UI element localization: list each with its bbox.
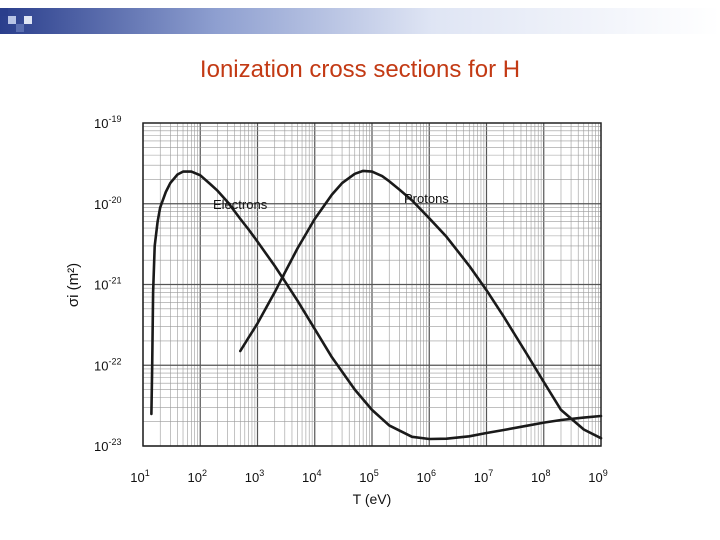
x-axis-label: T (eV) <box>353 491 392 507</box>
y-tick-base: 10 <box>94 116 108 131</box>
x-tick-base: 10 <box>588 470 602 485</box>
series-label-electrons: Electrons <box>213 197 268 212</box>
y-tick-base: 10 <box>94 439 108 454</box>
decor-square-mid <box>16 24 24 32</box>
x-tick-label: 108 <box>531 468 550 485</box>
y-tick-label: 10-21 <box>94 276 121 293</box>
x-tick-label: 104 <box>302 468 321 485</box>
y-tick-exponent: -23 <box>108 437 121 447</box>
y-tick-label: 10-20 <box>94 195 121 212</box>
x-tick-base: 10 <box>245 470 259 485</box>
decor-square-light-2 <box>24 16 32 24</box>
y-tick-exponent: -19 <box>108 114 121 124</box>
x-tick-label: 106 <box>417 468 436 485</box>
x-tick-exponent: 1 <box>145 468 150 478</box>
x-tick-base: 10 <box>359 470 373 485</box>
slide-title: Ionization cross sections for H <box>199 56 521 83</box>
x-tick-exponent: 2 <box>202 468 207 478</box>
series-line-electrons <box>150 170 603 441</box>
tick-labels: 101 102 103 104 105 106 107 108 10910-1910-2010-… <box>94 114 608 485</box>
x-tick-base: 10 <box>417 470 431 485</box>
x-tick-exponent: 7 <box>488 468 493 478</box>
y-tick-base: 10 <box>94 358 108 373</box>
x-tick-label: 102 <box>188 468 207 485</box>
x-tick-exponent: 3 <box>259 468 264 478</box>
y-tick-exponent: -20 <box>108 195 121 205</box>
y-tick-label: 10-19 <box>94 114 121 131</box>
grid <box>142 123 601 447</box>
x-tick-exponent: 5 <box>374 468 379 478</box>
decor-square-dark <box>0 8 8 16</box>
series-line-protons <box>239 169 603 440</box>
x-tick-label: 109 <box>588 468 607 485</box>
y-tick-exponent: -22 <box>108 356 121 366</box>
x-tick-label: 107 <box>474 468 493 485</box>
y-tick-exponent: -21 <box>108 276 121 286</box>
x-tick-base: 10 <box>188 470 202 485</box>
y-tick-label: 10-22 <box>94 356 121 373</box>
series <box>150 169 603 441</box>
plot-frame <box>142 122 602 447</box>
x-tick-exponent: 9 <box>603 468 608 478</box>
y-axis-label: σi (m²) <box>65 263 82 307</box>
x-tick-label: 105 <box>359 468 378 485</box>
x-tick-label: 103 <box>245 468 264 485</box>
series-label-protons: Protons <box>404 191 449 206</box>
x-tick-exponent: 8 <box>545 468 550 478</box>
y-tick-label: 10-23 <box>94 437 121 454</box>
x-tick-label: 101 <box>130 468 149 485</box>
y-tick-base: 10 <box>94 278 108 293</box>
decor-square-light <box>8 16 16 24</box>
x-tick-base: 10 <box>302 470 316 485</box>
x-tick-exponent: 4 <box>316 468 321 478</box>
x-tick-exponent: 6 <box>431 468 436 478</box>
y-tick-base: 10 <box>94 197 108 212</box>
x-tick-base: 10 <box>531 470 545 485</box>
x-tick-base: 10 <box>130 470 144 485</box>
x-tick-base: 10 <box>474 470 488 485</box>
header-gradient-bar <box>0 8 720 34</box>
